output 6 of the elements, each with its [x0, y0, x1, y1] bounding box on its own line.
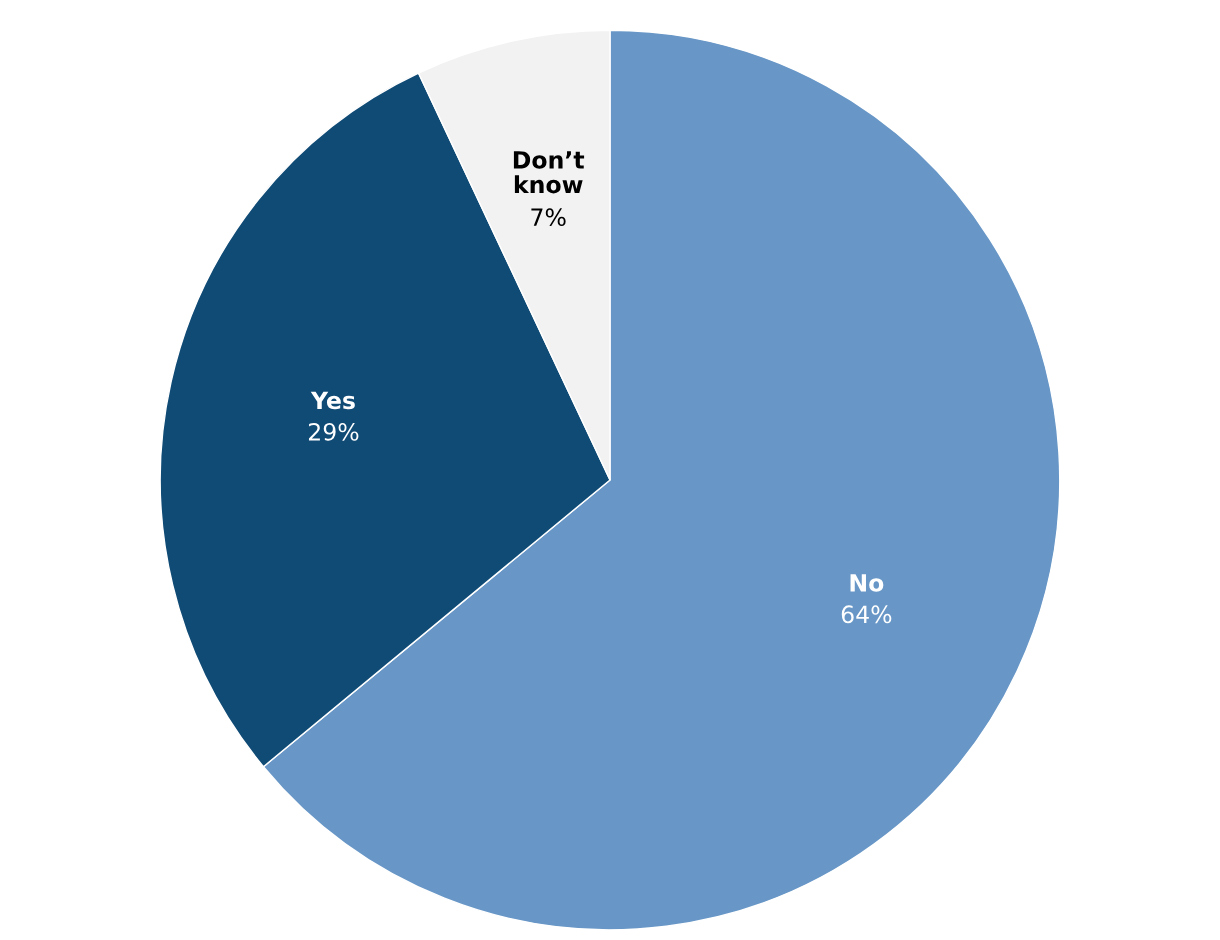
slice-label: No	[850, 574, 884, 592]
slice-label: Don’t know	[513, 151, 585, 194]
data-label: 29%	[308, 422, 359, 441]
data-label: 7%	[531, 208, 566, 227]
slice-label: Yes	[310, 391, 355, 410]
data-label: 64%	[841, 605, 892, 624]
